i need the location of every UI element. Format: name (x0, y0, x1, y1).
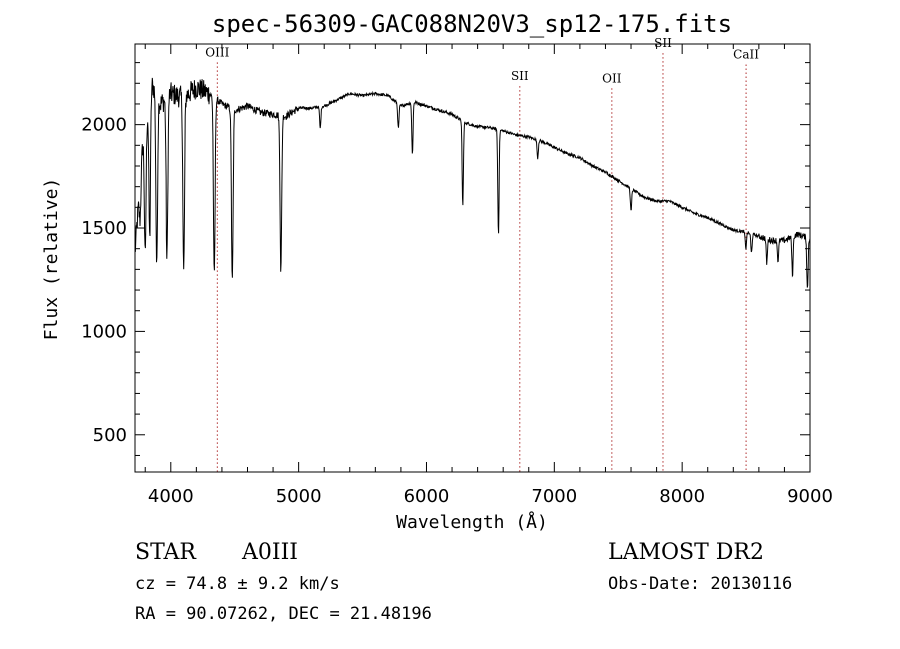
y-tick-label: 500 (93, 425, 127, 446)
object-type: STAR (135, 540, 196, 565)
chart-title: spec-56309-GAC088N20V3_sp12-175.fits (212, 10, 732, 38)
observation-date: Obs-Date: 20130116 (608, 574, 793, 594)
spectral-subclass: A0III (242, 540, 298, 565)
x-tick-label: 4000 (148, 486, 194, 507)
x-tick-label: 5000 (276, 486, 322, 507)
y-tick-label: 1500 (81, 218, 127, 239)
line-marker-label: SII (511, 69, 529, 83)
y-tick-label: 1000 (81, 321, 127, 342)
axis-ticks: 4000 5000 6000 7000 8000 9000 500 1000 1500 2000 (81, 44, 833, 507)
x-tick-label: 7000 (531, 486, 577, 507)
x-axis-label: Wavelength (Å) (396, 511, 548, 533)
plot-frame (134, 43, 811, 473)
line-marker-label: OIII (205, 45, 229, 59)
y-tick-label: 2000 (81, 115, 127, 136)
x-tick-label: 8000 (659, 486, 705, 507)
x-tick-label: 6000 (404, 486, 450, 507)
line-marker-label: CaII (733, 47, 759, 61)
survey-name: LAMOST DR2 (608, 540, 764, 565)
spectrum-line (134, 77, 811, 288)
redshift-readout: cz = 74.8 ± 9.2 km/s (135, 574, 340, 594)
y-axis-label: Flux (relative) (41, 178, 62, 341)
line-markers: OIII SII OII SII CaII (205, 36, 759, 472)
line-marker-label: SII (654, 36, 672, 50)
x-tick-label: 9000 (787, 486, 833, 507)
line-marker-label: OII (602, 71, 622, 85)
coordinates-readout: RA = 90.07262, DEC = 21.48196 (135, 604, 432, 624)
